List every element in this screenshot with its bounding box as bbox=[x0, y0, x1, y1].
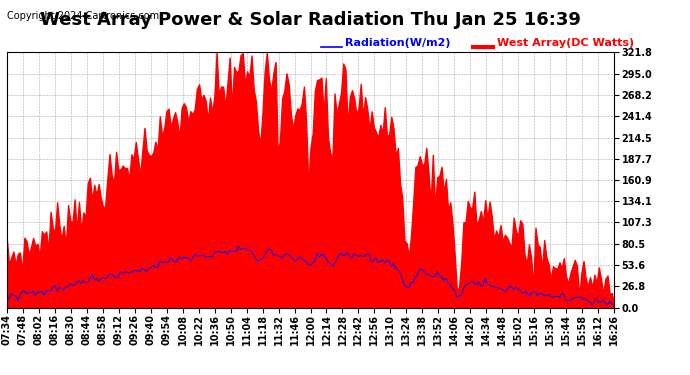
Text: Copyright 2024 Cartronics.com: Copyright 2024 Cartronics.com bbox=[7, 11, 159, 21]
Text: West Array(DC Watts): West Array(DC Watts) bbox=[497, 38, 634, 48]
Text: Radiation(W/m2): Radiation(W/m2) bbox=[345, 38, 451, 48]
Text: West Array Power & Solar Radiation Thu Jan 25 16:39: West Array Power & Solar Radiation Thu J… bbox=[40, 11, 581, 29]
